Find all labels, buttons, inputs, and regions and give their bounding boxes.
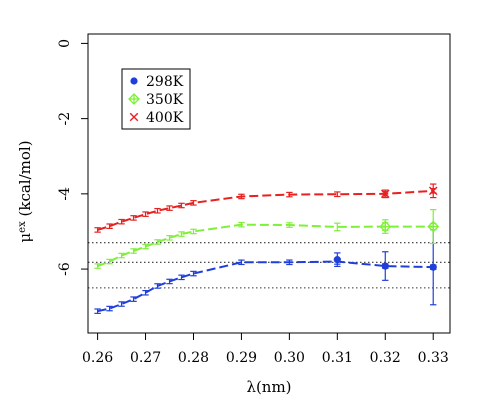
x-tick-label: 0.29 <box>226 350 257 366</box>
series-400k-errorbar <box>190 200 197 206</box>
x-tick-label: 0.30 <box>274 350 305 366</box>
series-400k-errorbar <box>106 223 113 229</box>
x-axis: 0.26 0.27 0.28 0.29 0.30 0.31 0.32 0.33 <box>82 333 449 366</box>
legend-label-298k: 298K <box>146 74 184 90</box>
series-400k-errorbar <box>94 227 101 233</box>
legend-marker-350k <box>128 93 140 105</box>
series-400k-errorbar <box>154 207 161 214</box>
series-298k <box>94 228 437 314</box>
x-tick-label: 0.33 <box>418 350 449 366</box>
series-350k-errorbar <box>106 258 113 265</box>
y-axis: 0 -2 -4 -6 <box>57 39 88 276</box>
series-400k-line <box>97 189 434 231</box>
series-350k-errorbar <box>238 221 245 228</box>
y-axis-label-unit: (kcal/mol) <box>16 140 34 221</box>
series-298k-errorbar <box>166 278 173 285</box>
x-tick-label: 0.26 <box>82 350 113 366</box>
data-series <box>94 183 440 314</box>
series-400k-point <box>380 189 390 199</box>
y-tick-label: -2 <box>57 112 73 126</box>
series-298k-errorbar <box>142 289 149 296</box>
series-298k-errorbar <box>118 301 125 307</box>
series-350k-errorbar <box>334 222 341 232</box>
series-350k-errorbar <box>166 235 173 241</box>
x-tick-label: 0.28 <box>178 350 209 366</box>
x-tick-label: 0.27 <box>130 350 161 366</box>
series-400k-errorbar <box>178 202 185 209</box>
series-298k-point <box>381 262 389 270</box>
series-400k-errorbar <box>118 218 125 225</box>
x-tick-label: 0.31 <box>322 350 353 366</box>
series-350k-errorbar <box>118 252 125 259</box>
x-axis-label: λ(nm) <box>246 378 291 396</box>
series-400k-errorbar <box>238 193 245 200</box>
series-350k <box>94 209 440 269</box>
series-298k-line <box>97 260 434 313</box>
series-298k-errorbar <box>154 283 161 289</box>
y-axis-label-superscript: ex <box>17 221 28 233</box>
y-axis-label: μex (kcal/mol) <box>16 140 34 242</box>
series-298k-point <box>429 263 437 271</box>
legend-marker-400k-b <box>129 112 139 122</box>
legend-label-400k: 400K <box>146 110 184 126</box>
series-350k-errorbar <box>94 263 101 269</box>
series-400k-errorbar <box>286 191 293 198</box>
series-350k-errorbar <box>130 248 137 254</box>
series-350k-point <box>427 220 440 233</box>
series-350k-errorbar <box>178 231 185 237</box>
series-400k-errorbar <box>334 191 341 198</box>
y-tick-label: 0 <box>57 39 73 48</box>
series-400k-point-b <box>428 186 438 196</box>
series-400k-point <box>428 186 438 196</box>
series-298k-errorbar <box>130 296 137 302</box>
series-298k-errorbar <box>178 274 185 281</box>
y-tick-label: -4 <box>57 187 73 201</box>
series-350k-errorbar <box>190 228 197 235</box>
series-400k-errorbar <box>166 205 173 211</box>
series-400k-errorbar <box>130 215 137 221</box>
legend-marker-400k <box>129 112 139 122</box>
series-298k-point <box>333 256 341 264</box>
y-tick-label: -6 <box>57 262 73 276</box>
series-350k-point <box>379 220 392 233</box>
series-400k <box>94 183 438 233</box>
legend: 298K 350K 400K <box>121 68 191 130</box>
legend-marker-298k <box>130 77 138 85</box>
series-298k-errorbar <box>94 308 101 314</box>
series-350k-errorbar <box>142 243 149 250</box>
series-350k-errorbar <box>154 239 161 245</box>
reference-lines <box>88 242 450 289</box>
x-tick-label: 0.32 <box>370 350 401 366</box>
plot-frame <box>87 33 451 334</box>
series-298k-errorbar <box>106 305 113 312</box>
series-350k-errorbar <box>286 222 293 228</box>
series-400k-errorbar <box>142 211 149 217</box>
legend-label-350k: 350K <box>146 92 184 108</box>
y-axis-label-main: μ <box>16 233 34 243</box>
series-400k-point-b <box>380 189 390 199</box>
series-298k-errorbar <box>190 270 197 277</box>
series-350k-line <box>97 223 434 267</box>
series-298k-errorbar <box>286 259 293 266</box>
series-298k-errorbar <box>238 259 245 266</box>
